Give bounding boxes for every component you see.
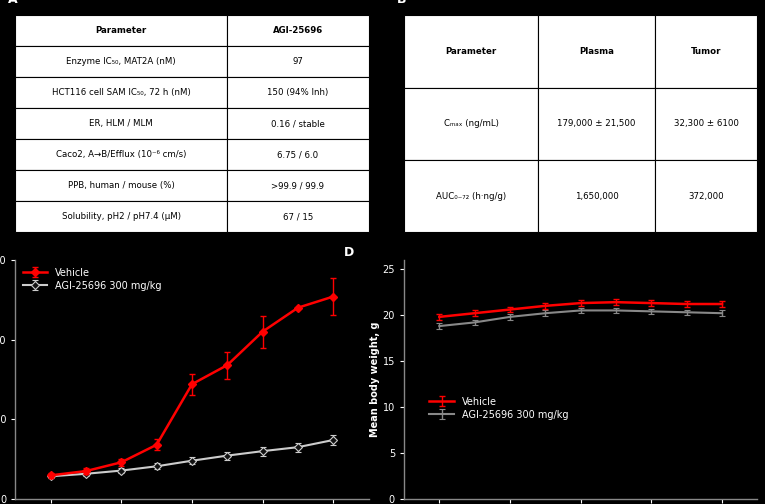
Text: 179,000 ± 21,500: 179,000 ± 21,500 [558, 119, 636, 129]
FancyBboxPatch shape [227, 139, 369, 170]
Legend: Vehicle, AGI-25696 300 mg/kg: Vehicle, AGI-25696 300 mg/kg [427, 394, 571, 422]
Text: >99.9 / 99.9: >99.9 / 99.9 [272, 181, 324, 191]
FancyBboxPatch shape [15, 139, 227, 170]
Text: A: A [8, 0, 18, 7]
Text: 67 / 15: 67 / 15 [283, 213, 313, 221]
Legend: Vehicle, AGI-25696 300 mg/kg: Vehicle, AGI-25696 300 mg/kg [20, 265, 164, 293]
FancyBboxPatch shape [15, 46, 227, 77]
Text: Caco2, A→B/Efflux (10⁻⁶ cm/s): Caco2, A→B/Efflux (10⁻⁶ cm/s) [56, 150, 187, 159]
FancyBboxPatch shape [539, 88, 655, 160]
Text: 1,650,000: 1,650,000 [575, 192, 618, 201]
Text: Enzyme IC₅₀, MAT2A (nM): Enzyme IC₅₀, MAT2A (nM) [67, 57, 176, 66]
Text: Parameter: Parameter [96, 26, 147, 35]
FancyBboxPatch shape [404, 88, 539, 160]
FancyBboxPatch shape [539, 15, 655, 88]
FancyBboxPatch shape [15, 108, 227, 139]
FancyBboxPatch shape [15, 15, 227, 46]
Text: AGI-25696: AGI-25696 [273, 26, 323, 35]
Text: Tumor: Tumor [691, 47, 721, 56]
FancyBboxPatch shape [15, 77, 227, 108]
Text: PPB, human / mouse (%): PPB, human / mouse (%) [68, 181, 174, 191]
Text: 372,000: 372,000 [688, 192, 724, 201]
Text: 97: 97 [292, 57, 304, 66]
Text: Solubility, pH2 / pH7.4 (μM): Solubility, pH2 / pH7.4 (μM) [62, 213, 181, 221]
FancyBboxPatch shape [227, 15, 369, 46]
Text: Plasma: Plasma [579, 47, 614, 56]
Text: 150 (94% Inh): 150 (94% Inh) [267, 88, 329, 97]
FancyBboxPatch shape [539, 160, 655, 232]
Text: ER, HLM / MLM: ER, HLM / MLM [90, 119, 153, 129]
FancyBboxPatch shape [655, 160, 757, 232]
Text: 0.16 / stable: 0.16 / stable [271, 119, 325, 129]
Text: Parameter: Parameter [445, 47, 496, 56]
FancyBboxPatch shape [404, 15, 539, 88]
Text: HCT116 cell SAM IC₅₀, 72 h (nM): HCT116 cell SAM IC₅₀, 72 h (nM) [52, 88, 190, 97]
FancyBboxPatch shape [227, 108, 369, 139]
FancyBboxPatch shape [227, 46, 369, 77]
Y-axis label: Mean body weight, g: Mean body weight, g [369, 322, 379, 437]
FancyBboxPatch shape [655, 15, 757, 88]
Text: 6.75 / 6.0: 6.75 / 6.0 [278, 150, 318, 159]
Text: Cₘₐₓ (ng/mL): Cₘₐₓ (ng/mL) [444, 119, 499, 129]
FancyBboxPatch shape [227, 77, 369, 108]
FancyBboxPatch shape [15, 202, 227, 232]
FancyBboxPatch shape [655, 88, 757, 160]
FancyBboxPatch shape [227, 170, 369, 202]
Text: AUC₀₋₇₂ (h·ng/g): AUC₀₋₇₂ (h·ng/g) [436, 192, 506, 201]
Text: D: D [344, 245, 354, 259]
FancyBboxPatch shape [227, 202, 369, 232]
FancyBboxPatch shape [15, 170, 227, 202]
FancyBboxPatch shape [404, 160, 539, 232]
Text: B: B [397, 0, 406, 7]
Text: 32,300 ± 6100: 32,300 ± 6100 [674, 119, 738, 129]
